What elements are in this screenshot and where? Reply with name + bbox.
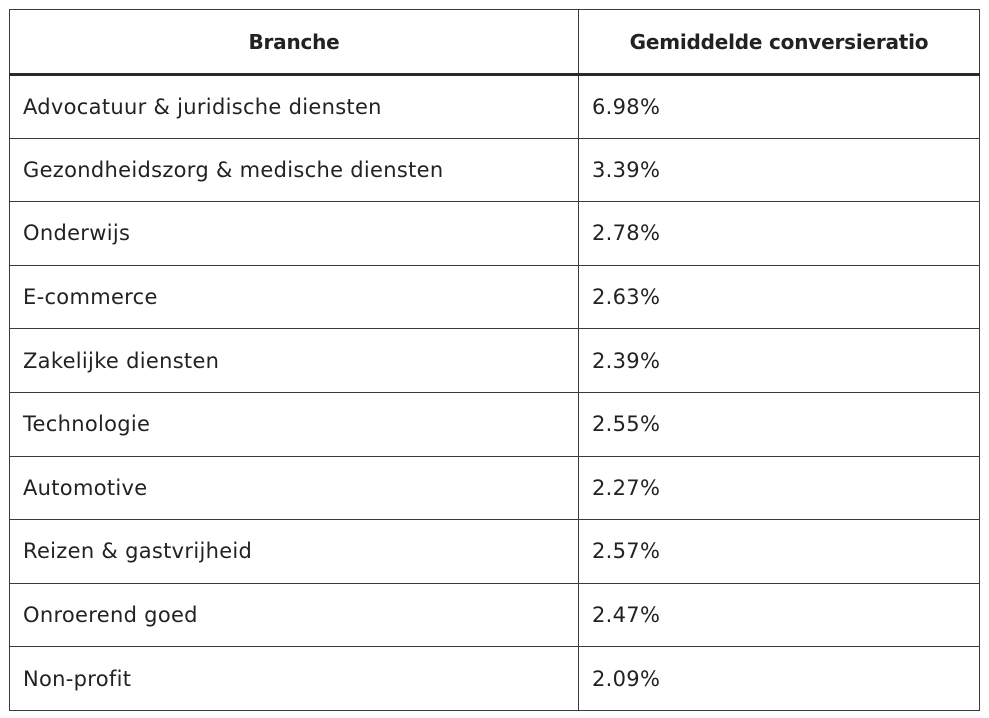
conversion-table: Branche Gemiddelde conversieratio Advoca… (9, 9, 980, 711)
table-row: Advocatuur & juridische diensten 6.98% (9, 74, 980, 139)
cell-rate: 2.63% (578, 264, 980, 330)
conversion-table-container: Branche Gemiddelde conversieratio Advoca… (9, 9, 980, 711)
header-row: Branche Gemiddelde conversieratio (9, 9, 980, 76)
cell-rate: 2.39% (578, 328, 980, 393)
cell-branche: E-commerce (9, 264, 579, 330)
cell-branche: Reizen & gastvrijheid (9, 519, 579, 584)
cell-branche: Onroerend goed (9, 582, 579, 648)
table-row: Technologie 2.55% (9, 391, 980, 457)
cell-rate: 2.09% (578, 646, 980, 711)
cell-branche: Gezondheidszorg & medische diensten (9, 137, 579, 203)
header-branche: Branche (9, 9, 579, 76)
table-row: Reizen & gastvrijheid 2.57% (9, 519, 980, 584)
cell-branche: Onderwijs (9, 201, 579, 266)
cell-rate: 6.98% (578, 74, 980, 139)
cell-rate: 2.78% (578, 201, 980, 266)
cell-rate: 2.27% (578, 455, 980, 521)
cell-rate: 2.55% (578, 391, 980, 457)
table-row: Gezondheidszorg & medische diensten 3.39… (9, 137, 980, 203)
table-row: Onderwijs 2.78% (9, 201, 980, 266)
table-row: Non-profit 2.09% (9, 646, 980, 711)
table-body: Advocatuur & juridische diensten 6.98% G… (9, 74, 980, 711)
table-header: Branche Gemiddelde conversieratio (9, 9, 980, 76)
cell-branche: Automotive (9, 455, 579, 521)
cell-rate: 3.39% (578, 137, 980, 203)
cell-branche: Advocatuur & juridische diensten (9, 74, 579, 139)
cell-branche: Zakelijke diensten (9, 328, 579, 393)
header-conversion-rate: Gemiddelde conversieratio (578, 9, 980, 76)
cell-rate: 2.47% (578, 582, 980, 648)
cell-branche: Technologie (9, 391, 579, 457)
cell-branche: Non-profit (9, 646, 579, 711)
cell-rate: 2.57% (578, 519, 980, 584)
table-row: E-commerce 2.63% (9, 264, 980, 330)
table-row: Automotive 2.27% (9, 455, 980, 521)
table-row: Zakelijke diensten 2.39% (9, 328, 980, 393)
table-row: Onroerend goed 2.47% (9, 582, 980, 648)
